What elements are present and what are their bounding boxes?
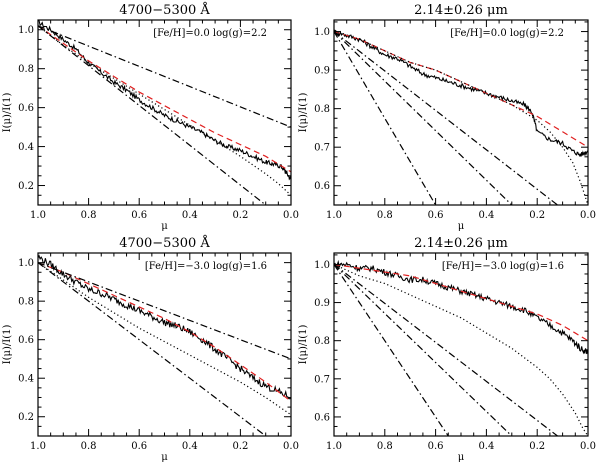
series-dash-dot-3 xyxy=(334,31,558,205)
x-tick-label: 0.8 xyxy=(377,441,393,452)
x-axis-label: μ xyxy=(458,221,465,232)
series-dash-dot-upper xyxy=(38,262,291,360)
series-observed xyxy=(334,29,588,158)
chart-panel-1: 1.0 0.8 0.6 0.4 0.2 0.0 0.2 0.4 0.6 0.8 1.0 4700−53… xyxy=(2,2,299,232)
y-tick-label: 0.9 xyxy=(314,298,330,309)
x-tick-label: 0.0 xyxy=(283,210,299,221)
chart-annotation: [Fe/H]=0.0 log(g)=2.2 xyxy=(153,28,267,39)
x-tick-label: 0.2 xyxy=(529,210,545,221)
y-tick-label: 0.2 xyxy=(18,181,34,192)
y-axis-label: I(μ)/I(1) xyxy=(298,325,309,365)
chart-title: 2.14±0.26 μm xyxy=(414,3,508,18)
y-tick-label: 1.0 xyxy=(18,25,34,36)
x-axis-label: μ xyxy=(458,452,465,462)
y-tick-label: 0.8 xyxy=(314,104,330,115)
x-tick-label: 1.0 xyxy=(30,210,46,221)
x-tick-label: 0.0 xyxy=(580,441,596,452)
series-observed xyxy=(38,254,291,400)
series-model-fit xyxy=(38,262,291,402)
y-tick-label: 1.0 xyxy=(314,27,330,38)
series-observed xyxy=(334,259,588,355)
x-axis-label: μ xyxy=(161,452,168,462)
plot-frame xyxy=(37,19,292,206)
plot-frame xyxy=(333,252,589,437)
y-tick-label: 1.0 xyxy=(314,260,330,271)
y-tick-label: 0.7 xyxy=(314,143,330,154)
series-dash-dot-lower xyxy=(38,25,267,205)
series-dash-dot-1 xyxy=(334,31,437,205)
series-dash-dot-3 xyxy=(334,263,558,436)
series-model-fit xyxy=(38,25,291,173)
x-tick-label: 0.2 xyxy=(232,441,248,452)
chart-annotation: [Fe/H]=−3.0 log(g)=1.6 xyxy=(145,261,267,272)
y-tick-label: 0.4 xyxy=(18,374,34,385)
y-tick-label: 0.6 xyxy=(18,335,34,346)
series-dash-dot-2 xyxy=(334,264,513,436)
y-tick-label: 0.8 xyxy=(18,297,34,308)
series-dash-dot-2 xyxy=(334,31,513,205)
chart-panel-4: 1.0 0.8 0.6 0.4 0.2 0.0 0.6 0.7 0.8 0.9 1.0 2.14±0.… xyxy=(298,236,596,462)
y-axis-label: I(μ)/I(1) xyxy=(298,93,309,133)
series-dash-dot-upper xyxy=(38,25,291,128)
y-tick-label: 0.8 xyxy=(18,64,34,75)
series-dotted-model xyxy=(38,262,291,416)
y-tick-label: 0.6 xyxy=(314,412,330,423)
x-tick-label: 0.8 xyxy=(81,441,97,452)
series-dotted-model xyxy=(334,30,588,205)
y-tick-label: 0.4 xyxy=(18,142,34,153)
chart-panel-3: 1.0 0.8 0.6 0.4 0.2 0.0 0.2 0.4 0.6 0.8 1.0 4700−53… xyxy=(2,235,299,462)
x-tick-label: 1.0 xyxy=(326,441,342,452)
x-axis-label: μ xyxy=(161,221,168,232)
y-tick-label: 0.7 xyxy=(314,374,330,385)
y-tick-label: 0.6 xyxy=(18,103,34,114)
x-tick-label: 0.0 xyxy=(580,210,596,221)
chart-annotation: [Fe/H]=−3.0 log(g)=1.6 xyxy=(442,261,564,272)
x-tick-label: 0.0 xyxy=(283,441,299,452)
x-tick-label: 1.0 xyxy=(30,441,46,452)
series-dotted-model xyxy=(38,25,291,196)
x-tick-label: 0.2 xyxy=(529,441,545,452)
series-observed xyxy=(38,20,291,181)
x-tick-label: 0.4 xyxy=(478,441,494,452)
y-tick-label: 0.2 xyxy=(18,412,34,423)
x-tick-label: 1.0 xyxy=(326,210,342,221)
chart-title: 2.14±0.26 μm xyxy=(414,236,508,251)
x-tick-label: 0.6 xyxy=(428,441,444,452)
x-tick-label: 0.4 xyxy=(182,210,198,221)
x-tick-label: 0.4 xyxy=(182,441,198,452)
x-tick-label: 0.8 xyxy=(377,210,393,221)
chart-title: 4700−5300 Å xyxy=(119,235,210,251)
chart-panel-2: 1.0 0.8 0.6 0.4 0.2 0.0 0.6 0.7 0.8 0.9 1.0 2.14±0.… xyxy=(298,3,596,232)
x-tick-label: 0.6 xyxy=(131,441,147,452)
series-model-fit xyxy=(334,30,588,148)
x-tick-label: 0.6 xyxy=(131,210,147,221)
x-tick-label: 0.8 xyxy=(81,210,97,221)
x-tick-label: 0.2 xyxy=(232,210,248,221)
series-model-fit xyxy=(334,263,588,342)
y-tick-label: 0.8 xyxy=(314,336,330,347)
y-axis-label: I(μ)/I(1) xyxy=(2,325,13,365)
series-dash-dot-lower xyxy=(38,262,267,436)
x-tick-label: 0.4 xyxy=(478,210,494,221)
chart-annotation: [Fe/H]=0.0 log(g)=2.2 xyxy=(450,28,564,39)
y-tick-label: 0.6 xyxy=(314,181,330,192)
y-tick-label: 0.9 xyxy=(314,66,330,77)
x-tick-label: 0.6 xyxy=(428,210,444,221)
y-tick-label: 1.0 xyxy=(18,258,34,269)
chart-title: 4700−5300 Å xyxy=(119,2,210,18)
series-dash-dot-1 xyxy=(334,264,449,436)
y-axis-label: I(μ)/I(1) xyxy=(2,93,13,133)
